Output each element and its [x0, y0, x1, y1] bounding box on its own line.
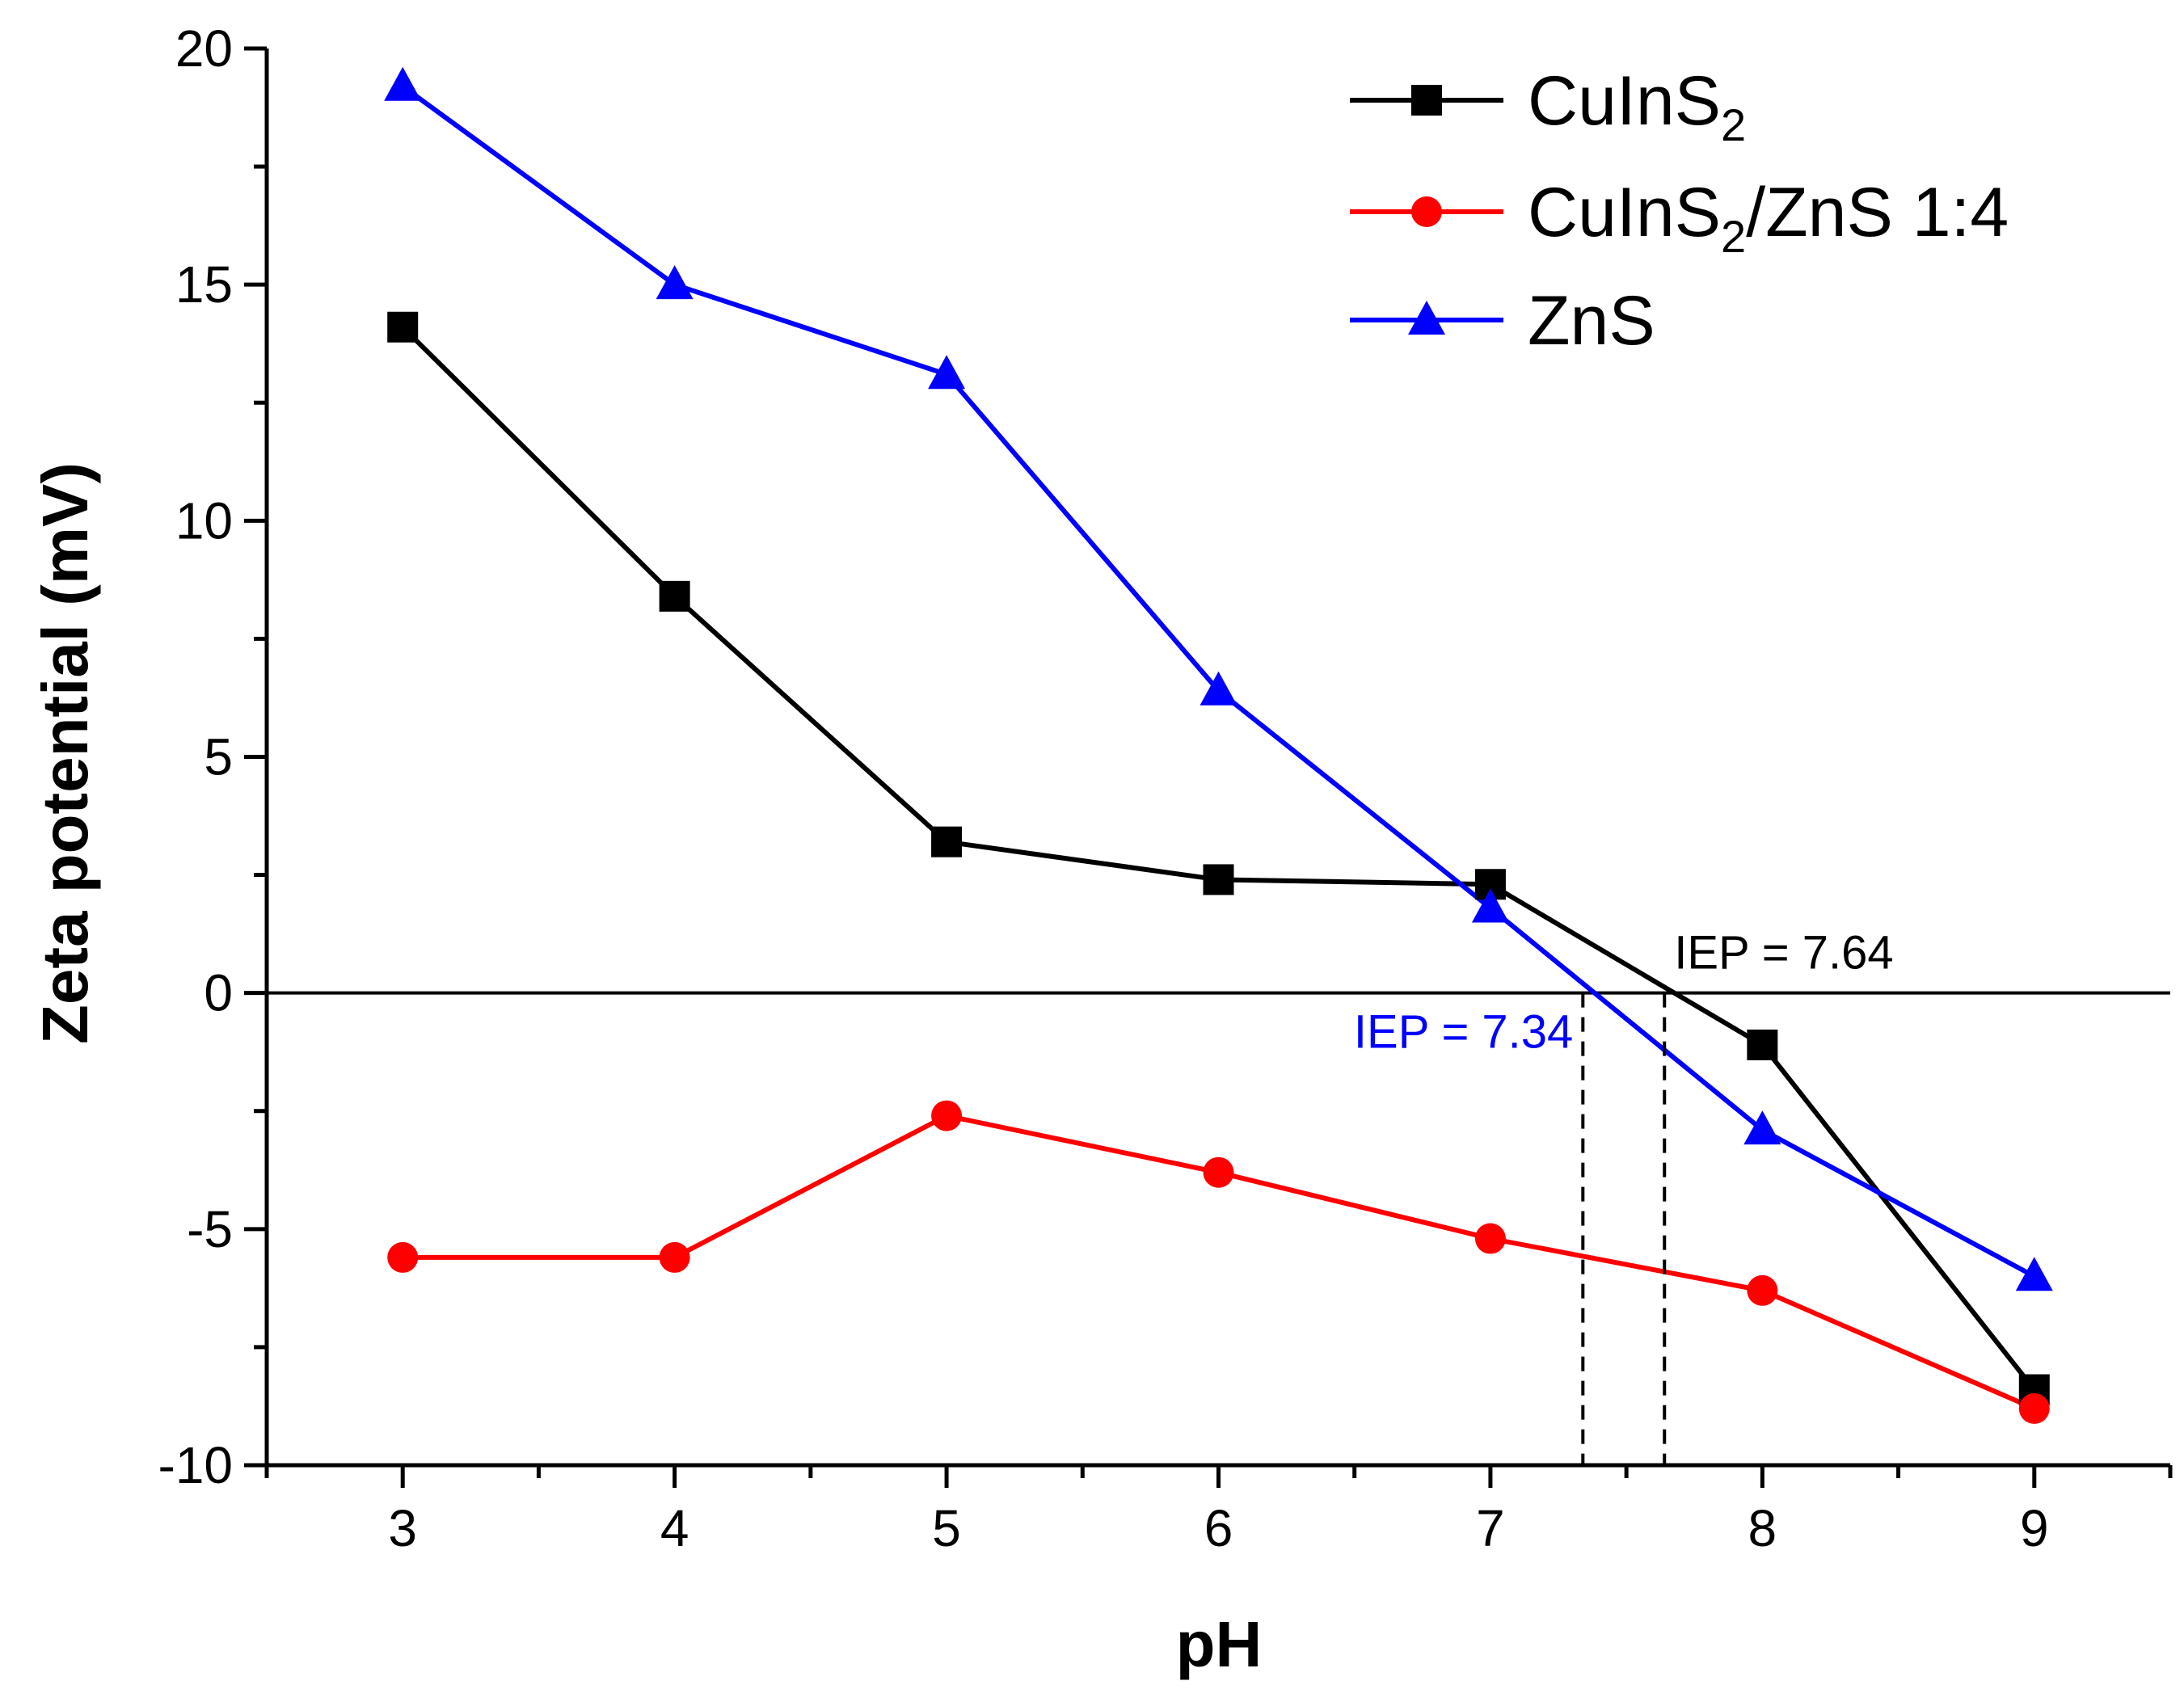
data-point-2 [384, 66, 422, 101]
y-tick-label: 10 [175, 491, 233, 550]
iep-label: IEP = 7.34 [1354, 1006, 1573, 1059]
y-tick-label: -10 [158, 1436, 234, 1494]
x-tick-label: 7 [1476, 1499, 1505, 1557]
data-point-2 [2015, 1257, 2053, 1291]
data-point-2 [656, 265, 694, 300]
legend-marker-2 [1408, 301, 1445, 335]
legend-label-subscript: 2 [1721, 99, 1746, 150]
x-tick-label: 9 [2020, 1499, 2049, 1557]
y-tick-label: 0 [204, 964, 233, 1022]
iep-label: IEP = 7.64 [1674, 927, 1893, 979]
data-point-2 [1471, 888, 1509, 923]
legend-label-main: CuInS [1528, 174, 1721, 251]
data-point-2 [1200, 671, 1237, 706]
data-point-1 [1474, 1223, 1506, 1254]
y-tick-label: 15 [175, 255, 233, 314]
x-tick-label: 5 [932, 1499, 961, 1557]
data-point-1 [387, 1241, 419, 1273]
legend-marker-1 [1411, 196, 1442, 227]
y-tick-label: -5 [187, 1200, 233, 1258]
legend-label-subscript: 2 [1721, 211, 1746, 262]
legend-label-main: CuInS [1528, 62, 1721, 140]
data-point-0 [931, 826, 963, 857]
annotations: IEP = 7.64 IEP = 7.34 [1354, 927, 1894, 1465]
x-axis-title: pH [1176, 1608, 1263, 1680]
data-point-0 [1203, 864, 1234, 895]
data-point-2 [1743, 1110, 1781, 1145]
legend-label-0: CuInS2 [1528, 62, 1746, 150]
legend-marker-0 [1411, 85, 1442, 116]
legend-label-1: CuInS2/ZnS 1:4 [1528, 174, 2009, 262]
data-point-0 [659, 580, 690, 612]
x-tick-label: 6 [1204, 1499, 1233, 1557]
axes: -10 -5 0 5 10 15 20 3 4 5 6 7 8 9 [158, 19, 2173, 1557]
series-line-0 [401, 325, 2037, 1392]
data-point-1 [1747, 1274, 1778, 1306]
data-point-2 [928, 355, 966, 390]
legend-label-rest: /ZnS 1:4 [1746, 174, 2009, 251]
data-point-0 [1747, 1029, 1778, 1060]
data-series [384, 66, 2053, 1424]
data-point-0 [387, 311, 419, 343]
data-point-1 [931, 1100, 963, 1131]
x-tick-label: 4 [660, 1499, 689, 1557]
data-point-1 [2018, 1392, 2050, 1424]
legend-label-2: ZnS [1528, 282, 1655, 360]
y-tick-label: 5 [204, 728, 233, 786]
x-tick-label: 8 [1748, 1499, 1777, 1557]
y-tick-label: 20 [175, 19, 233, 78]
data-point-1 [1203, 1156, 1234, 1188]
x-tick-label: 3 [388, 1499, 417, 1557]
legend-label-main: ZnS [1528, 282, 1655, 360]
data-point-1 [659, 1241, 690, 1273]
y-axis-title: Zeta potential (mV) [29, 462, 101, 1044]
